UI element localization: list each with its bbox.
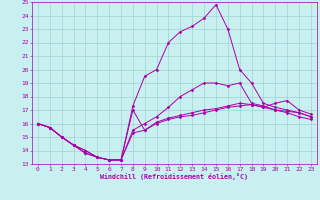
X-axis label: Windchill (Refroidissement éolien,°C): Windchill (Refroidissement éolien,°C)	[100, 173, 248, 180]
